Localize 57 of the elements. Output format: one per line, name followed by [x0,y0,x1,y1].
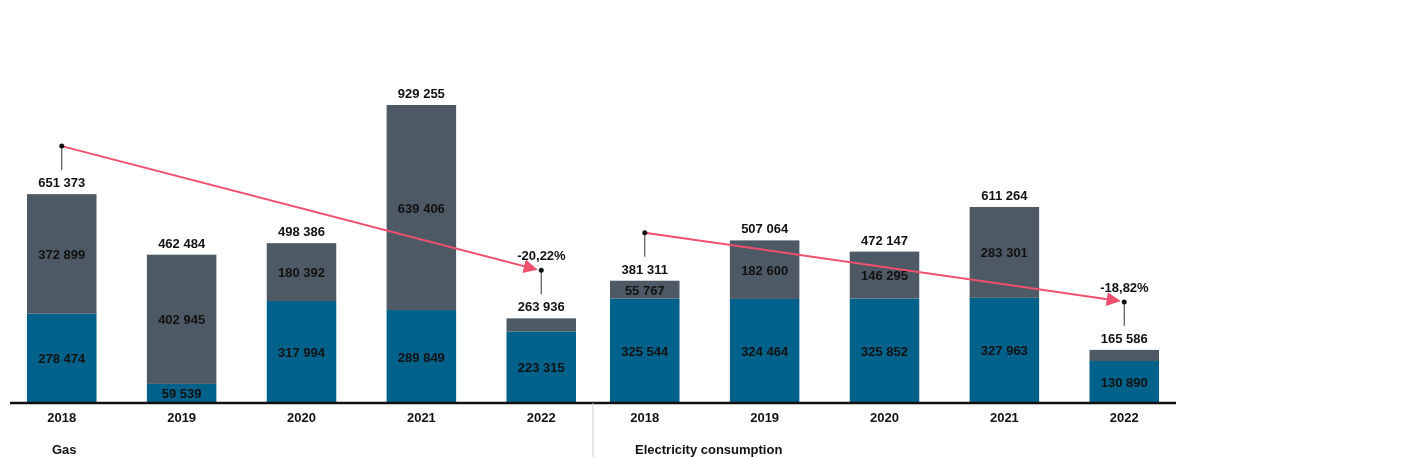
bar [27,313,97,403]
x-tick-label: 2019 [750,410,780,426]
total-label: 929 255 [397,86,445,101]
bar [27,194,97,314]
bar [610,298,680,403]
total-label: 507 064 [741,221,789,237]
bar [1089,349,1159,362]
annotation: -20,22% [517,248,567,264]
data-label: 130 890 [1100,375,1148,391]
x-tick-label: 2022 [526,410,556,426]
data-label: 55 767 [624,282,665,298]
bar [146,254,217,384]
x-axis-title: Gas [52,442,77,457]
x-tick-label: 2018 [630,410,660,426]
total-label: 263 936 [517,299,565,315]
x-tick-label: 2020 [870,410,899,426]
x-tick-label: 2022 [1109,410,1139,426]
data-label: 223 315 [517,360,565,376]
total-label: 498 386 [278,224,325,240]
bar [969,297,1040,403]
x-tick-label: 2019 [167,410,197,426]
total-label: 472 147 [861,232,908,248]
x-tick-label: 2021 [406,410,436,426]
data-label: 639 406 [397,200,445,216]
data-label: 327 963 [980,343,1028,359]
annotation: -18,82% [1100,279,1150,295]
total-label: 651 373 [38,175,86,191]
bar [506,331,576,403]
total-label: 611 264 [981,187,1029,203]
x-axis-title: Electricity consumption [635,442,783,457]
bar [266,243,337,302]
data-label: 283 301 [980,245,1028,261]
data-label: 182 600 [741,262,789,278]
data-label: 324 464 [741,343,789,359]
bar [386,105,457,311]
data-label: 325 544 [621,343,670,359]
total-label: 165 586 [1100,330,1148,346]
x-tick-label: 2020 [287,410,316,426]
data-label: 278 474 [38,351,87,367]
data-label: 317 994 [278,345,326,361]
bar [506,318,576,332]
x-tick-label: 2018 [47,410,77,426]
data-label: 180 392 [278,265,325,281]
data-label: 325 852 [861,343,908,359]
total-label: 381 311 [621,261,668,277]
x-tick-label: 2021 [989,410,1019,426]
total-label: 462 484 [158,235,206,251]
bar [849,298,920,403]
bar [266,301,337,403]
bar [729,298,800,403]
data-label: 402 945 [158,312,206,328]
bar [969,206,1040,298]
data-label: 59 539 [161,386,202,402]
bar [386,310,457,403]
data-label: 146 295 [861,268,908,284]
data-label: 289 849 [397,349,445,365]
data-label: 372 899 [38,246,86,262]
